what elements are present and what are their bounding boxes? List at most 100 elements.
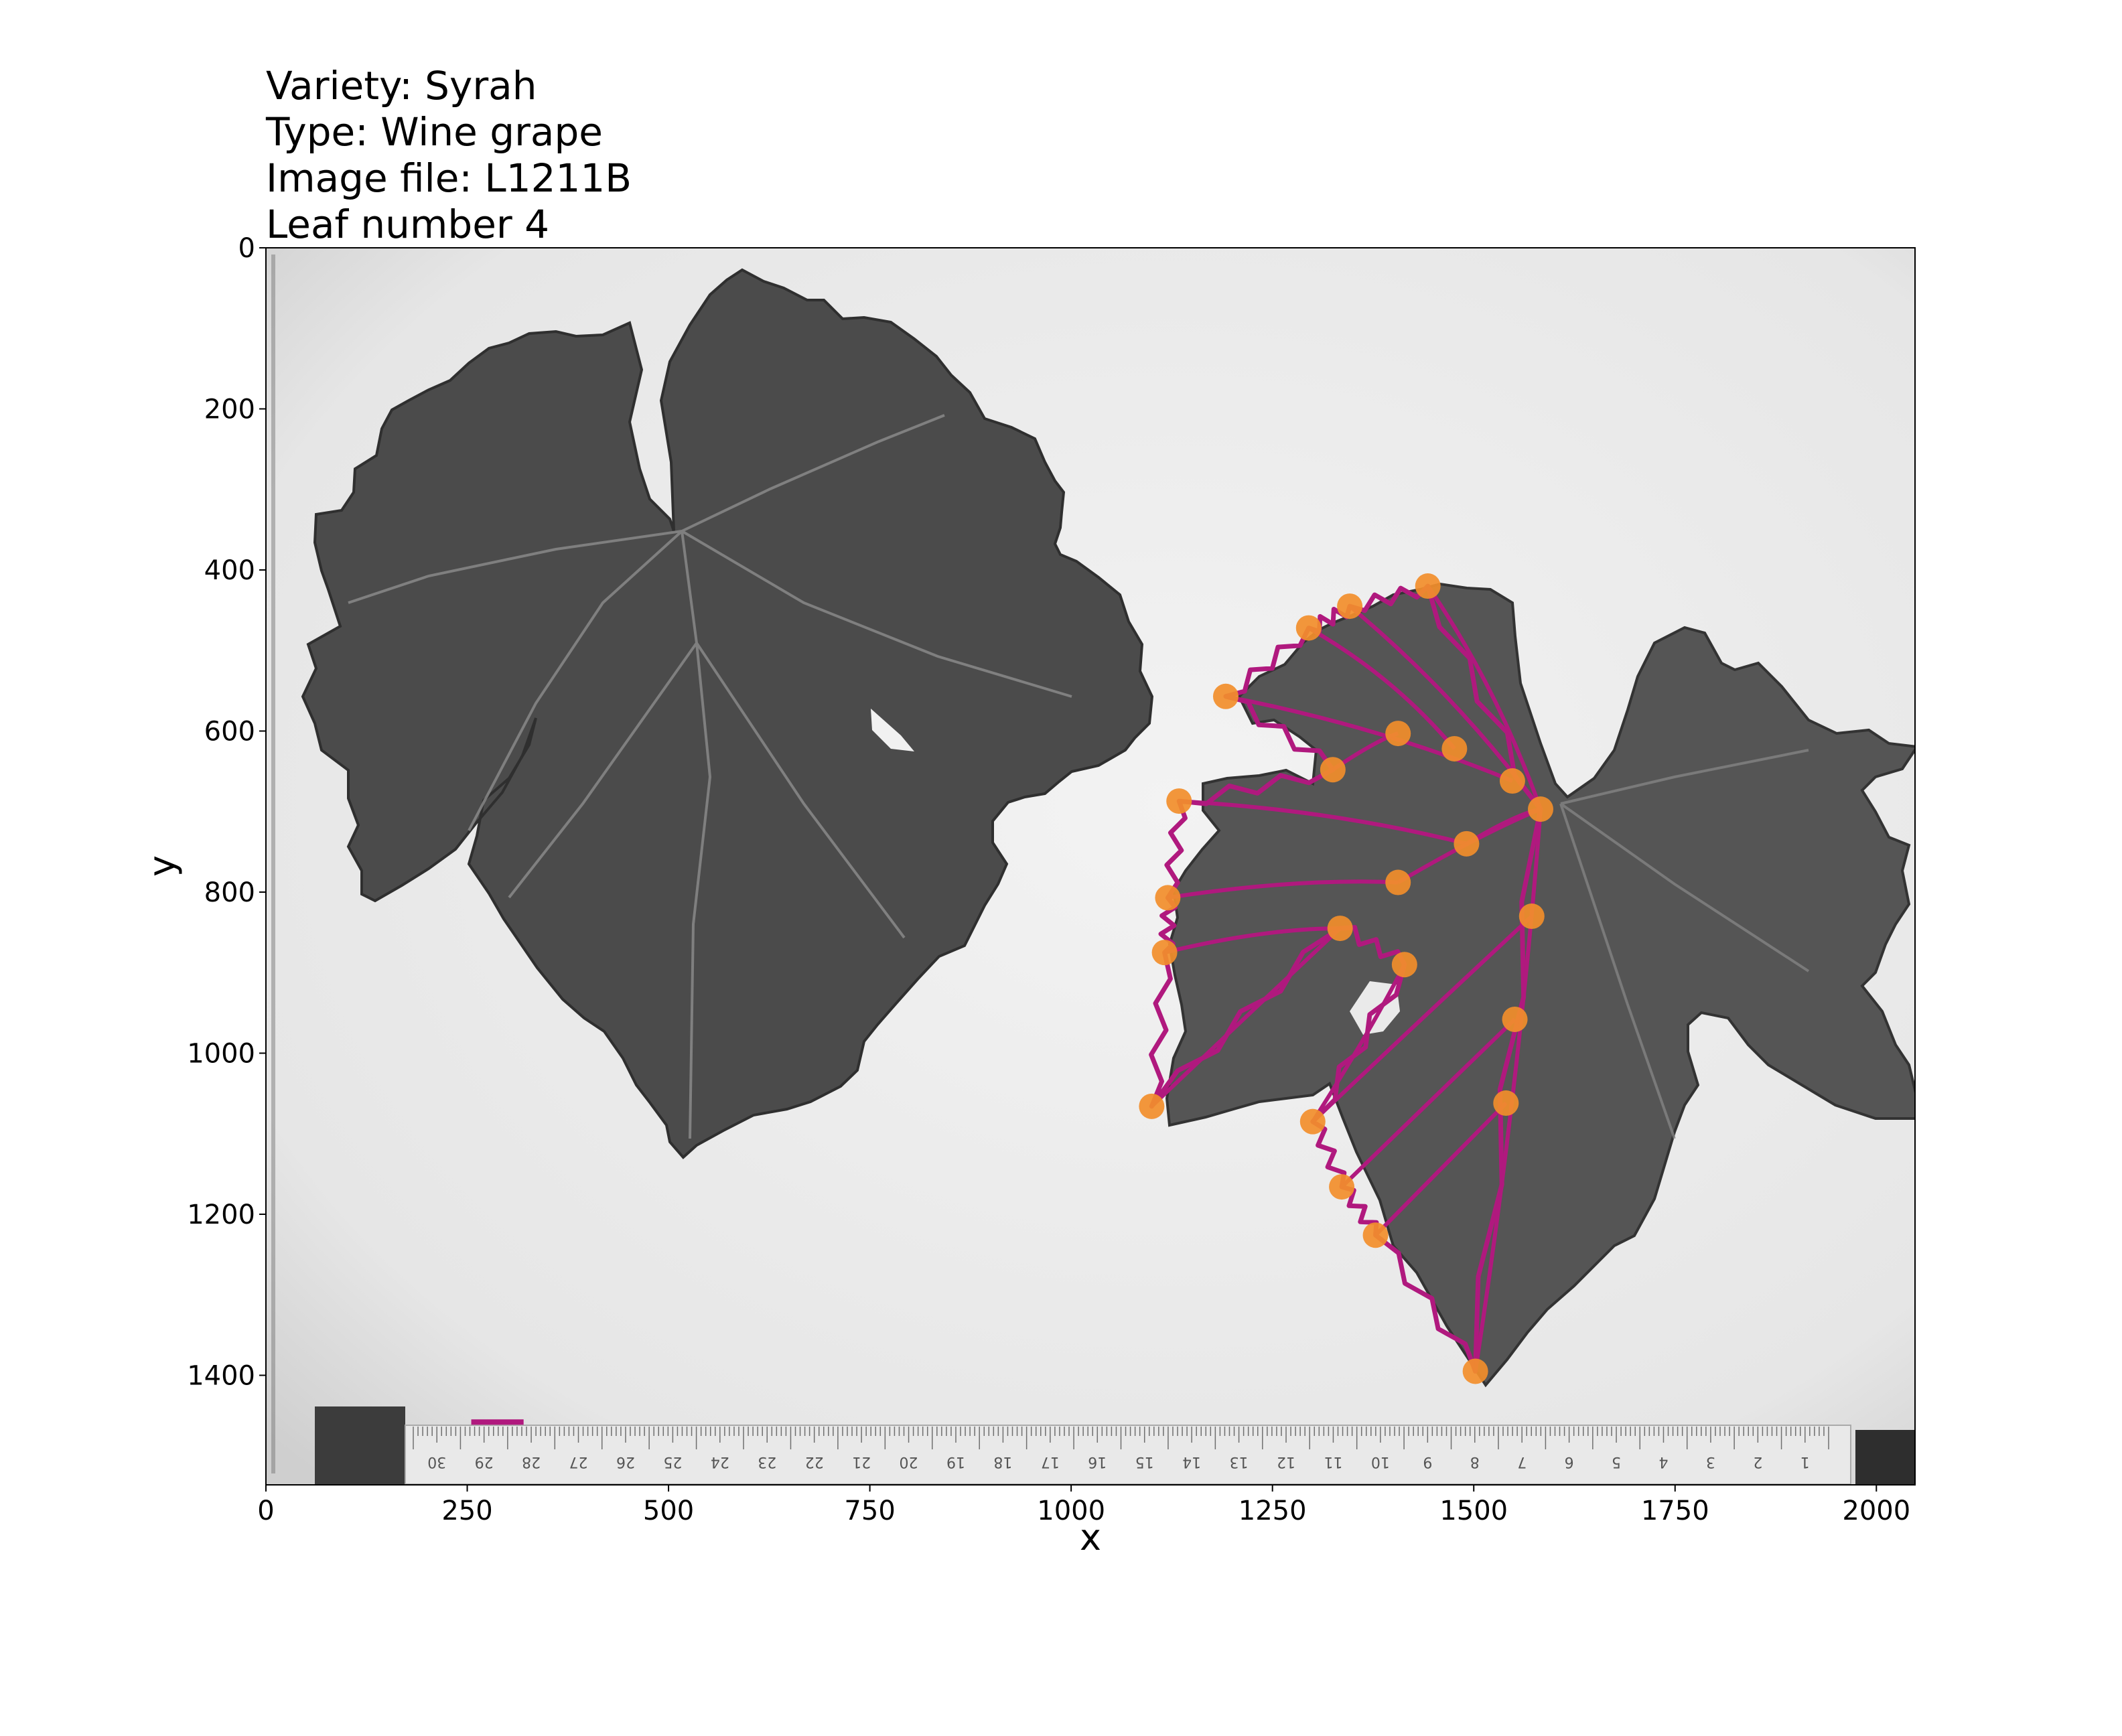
y-tick-label: 200 <box>204 394 255 425</box>
ruler-label: 13 <box>1230 1453 1249 1470</box>
vein-trace <box>1167 879 1399 900</box>
ruler-label: 21 <box>852 1453 871 1470</box>
x-axis-ticks: 0 250 500 750 1000 1250 1500 1750 2000 <box>257 1485 1910 1526</box>
landmark-point <box>1454 830 1480 857</box>
landmark-point <box>1299 1108 1326 1135</box>
landmark-point <box>1139 1093 1165 1119</box>
x-tick-label: 750 <box>844 1496 895 1526</box>
y-axis-ticks: 0 200 400 600 800 1000 1200 1400 <box>187 233 266 1391</box>
landmark-point <box>1528 796 1554 822</box>
x-tick-label: 2000 <box>1842 1496 1910 1526</box>
landmark-point <box>1327 916 1353 942</box>
landmark-point <box>1502 1006 1528 1032</box>
title-line-image-file: Image file: L1211B <box>266 155 632 201</box>
landmark-point <box>1493 1090 1519 1116</box>
landmark-point <box>1295 615 1322 641</box>
landmark-point <box>1362 1222 1389 1248</box>
ruler-label: 27 <box>569 1453 588 1470</box>
landmark-point <box>1329 1174 1355 1200</box>
vein-trace <box>1179 799 1468 846</box>
ruler-label: 19 <box>946 1453 965 1470</box>
ruler-label: 25 <box>663 1453 682 1470</box>
landmark-point <box>1415 573 1441 599</box>
ruler-label: 11 <box>1324 1453 1342 1470</box>
vein-trace <box>1340 1017 1516 1189</box>
landmark-point <box>1166 788 1192 814</box>
vein-trace <box>1311 963 1407 1123</box>
vein-trace <box>1473 808 1543 1372</box>
dark-block-right <box>1855 1430 1915 1485</box>
ruler-label: 1 <box>1800 1453 1810 1470</box>
ruler-label: 6 <box>1565 1453 1574 1470</box>
vein-trace <box>1307 626 1456 750</box>
ruler-label: 23 <box>758 1453 776 1470</box>
ruler-label: 29 <box>475 1453 494 1470</box>
ruler-label: 14 <box>1182 1453 1201 1470</box>
left-leaf-notch <box>871 709 914 751</box>
ruler-label: 2 <box>1753 1453 1762 1470</box>
landmark-point <box>1385 869 1411 895</box>
title-line-type: Type: Wine grape <box>265 109 603 155</box>
landmark-point <box>1337 593 1363 620</box>
ruler-label: 17 <box>1041 1453 1060 1470</box>
landmark-point <box>1441 735 1468 762</box>
vein-trace <box>1426 585 1543 810</box>
ruler-label: 5 <box>1612 1453 1621 1470</box>
y-tick-label: 1000 <box>187 1038 255 1069</box>
y-tick-label: 400 <box>204 555 255 586</box>
plot-area: 30 29 28 27 26 25 24 23 22 21 20 19 18 17 16 15 14 13 12 11… <box>266 248 1915 1485</box>
landmark-point <box>1518 903 1545 930</box>
x-axis-label: x <box>1080 1516 1101 1559</box>
ruler-label: 24 <box>711 1453 729 1470</box>
landmark-point <box>1212 683 1239 709</box>
vein-trace <box>1150 926 1342 1108</box>
x-tick-label: 1250 <box>1239 1496 1307 1526</box>
ruler-label: 26 <box>616 1453 635 1470</box>
landmark-point <box>1385 721 1411 747</box>
y-tick-label: 1400 <box>187 1360 255 1391</box>
x-tick-label: 250 <box>441 1496 492 1526</box>
vein-trace <box>1311 914 1533 1123</box>
vein-trace <box>1225 694 1514 783</box>
y-tick-label: 1200 <box>187 1200 255 1230</box>
ruler-labels: 30 29 28 27 26 25 24 23 22 21 20 19 18 17 16 15 14 13 12 11… <box>427 1453 1810 1470</box>
ruler-label: 7 <box>1517 1453 1527 1470</box>
ruler-label: 12 <box>1277 1453 1295 1470</box>
title-line-leaf-number: Leaf number 4 <box>266 202 549 247</box>
title-line-variety: Variety: Syrah <box>266 63 537 108</box>
trace-overlay <box>471 573 1554 1425</box>
left-grape-leaf <box>301 268 1154 1159</box>
x-tick-label: 1000 <box>1037 1496 1105 1526</box>
figure-title: Variety: Syrah Type: Wine grape Image fi… <box>265 63 632 247</box>
x-tick-label: 0 <box>257 1496 274 1526</box>
ruler-label: 9 <box>1423 1453 1432 1470</box>
y-tick-label: 600 <box>204 716 255 747</box>
landmark-point <box>1499 768 1525 794</box>
y-axis-label: y <box>141 855 183 877</box>
dark-block-left <box>315 1406 405 1485</box>
ruler-label: 4 <box>1658 1453 1668 1470</box>
vein-trace <box>1163 926 1340 955</box>
landmark-point <box>1151 940 1178 966</box>
x-tick-label: 1500 <box>1439 1496 1508 1526</box>
ruler-label: 18 <box>993 1453 1012 1470</box>
ruler-label: 10 <box>1371 1453 1390 1470</box>
ruler-label: 15 <box>1135 1453 1154 1470</box>
ruler-label: 20 <box>900 1453 918 1470</box>
ruler-label: 8 <box>1470 1453 1480 1470</box>
landmark-point <box>1391 952 1417 978</box>
ruler-label: 30 <box>427 1453 446 1470</box>
ruler-label: 16 <box>1088 1453 1107 1470</box>
landmark-point <box>1155 885 1181 911</box>
vein-trace <box>1374 1101 1508 1237</box>
landmark-point <box>1462 1358 1488 1384</box>
y-tick-label: 800 <box>204 877 255 908</box>
x-tick-label: 1750 <box>1641 1496 1709 1526</box>
ruler-label: 28 <box>522 1453 541 1470</box>
right-leaf-veins <box>1559 749 1810 1139</box>
plot-frame <box>265 247 1916 1486</box>
ruler-label: 3 <box>1706 1453 1715 1470</box>
right-grape-leaf <box>1165 582 1915 1388</box>
scanner-edge <box>271 255 275 1473</box>
